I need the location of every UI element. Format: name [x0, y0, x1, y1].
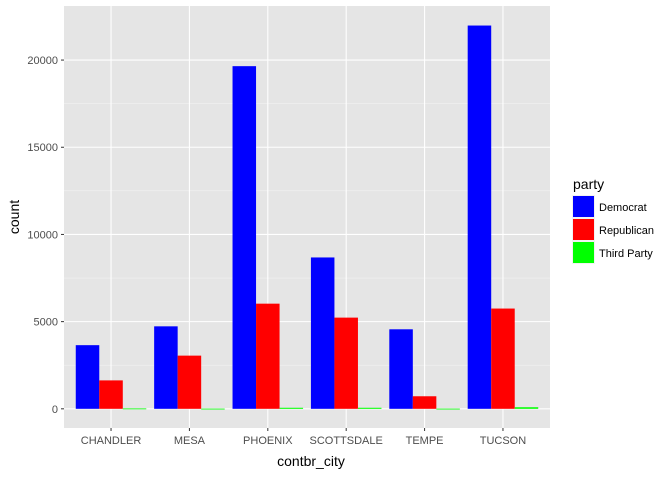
- x-axis: CHANDLER MESA PHOENIX SCOTTSDALE TEMPE TUCSON: [81, 428, 526, 447]
- x-tick-label: MESA: [174, 435, 206, 447]
- x-tick-label: SCOTTSDALE: [310, 435, 383, 447]
- x-tick-label: TUCSON: [480, 435, 527, 447]
- bar: [514, 407, 539, 409]
- bar: [334, 317, 358, 409]
- y-tick-label: 10000: [27, 229, 58, 241]
- x-tick-label: TEMPE: [406, 435, 444, 447]
- y-tick-label: 0: [52, 404, 58, 416]
- legend-key: [573, 196, 594, 217]
- bar: [154, 326, 178, 409]
- legend-label: Democrat: [599, 202, 647, 214]
- legend: party Democrat Republican Third Party: [572, 176, 654, 264]
- bar: [436, 408, 460, 410]
- bar: [232, 66, 257, 409]
- y-tick-label: 15000: [27, 142, 58, 154]
- x-axis-title: contbr_city: [277, 453, 345, 469]
- bar: [467, 25, 492, 409]
- bar: [256, 303, 280, 409]
- legend-label: Republican: [599, 225, 654, 237]
- bar: [75, 345, 100, 409]
- bar: [201, 408, 225, 410]
- bar: [99, 380, 123, 409]
- bar: [491, 308, 515, 409]
- legend-key: [573, 219, 594, 240]
- legend-key: [573, 242, 594, 263]
- y-tick-label: 5000: [34, 317, 58, 329]
- bar: [389, 329, 413, 409]
- bar: [412, 396, 437, 409]
- legend-label: Third Party: [599, 248, 653, 260]
- y-tick-label: 20000: [27, 55, 58, 67]
- bar: [279, 407, 304, 409]
- bar: [122, 408, 147, 410]
- bar: [177, 355, 202, 409]
- y-axis: 0 5000 10000 15000 20000: [27, 55, 64, 416]
- x-tick-label: PHOENIX: [243, 435, 293, 447]
- x-tick-label: CHANDLER: [81, 435, 142, 447]
- y-axis-title: count: [6, 200, 22, 234]
- bar: [310, 257, 335, 409]
- legend-title: party: [573, 176, 604, 192]
- bar: [357, 407, 382, 409]
- bars: [75, 25, 539, 410]
